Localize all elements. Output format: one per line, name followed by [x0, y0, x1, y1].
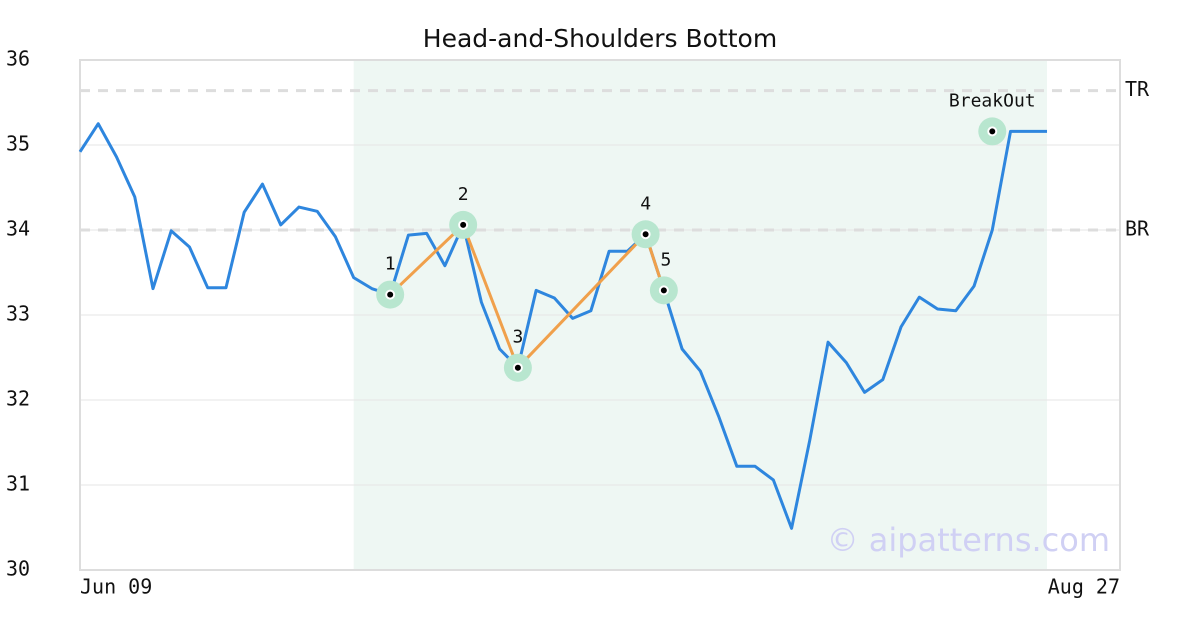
y-tick-label: 34	[6, 217, 30, 241]
point-dot	[458, 219, 469, 230]
point-label: 3	[512, 327, 523, 348]
level-label: TR	[1125, 77, 1150, 101]
plot-frame	[79, 59, 1121, 571]
chart-title: Head-and-Shoulders Bottom	[423, 24, 777, 53]
x-tick-label: Aug 27	[1048, 575, 1120, 599]
breakout-label: BreakOut	[949, 90, 1036, 111]
price-line	[78, 122, 1048, 530]
watermark: © aipatterns.com	[827, 521, 1110, 559]
point-label: 4	[640, 193, 651, 214]
y-tick-label: 36	[6, 47, 30, 71]
y-tick-label: 35	[6, 132, 30, 156]
point-dot	[385, 289, 396, 300]
point-label: 1	[385, 254, 396, 275]
level-label: BR	[1125, 217, 1150, 241]
y-tick-label: 33	[6, 302, 30, 326]
y-tick-label: 32	[6, 387, 30, 411]
point-dot	[658, 285, 669, 296]
point-dot	[512, 362, 523, 373]
point-dot	[987, 126, 998, 137]
y-tick-label: 30	[6, 557, 30, 581]
point-label: 5	[660, 249, 671, 270]
point-dot	[640, 229, 651, 240]
y-tick-label: 31	[6, 472, 30, 496]
point-label: 2	[458, 184, 469, 205]
x-tick-label: Jun 09	[80, 575, 152, 599]
